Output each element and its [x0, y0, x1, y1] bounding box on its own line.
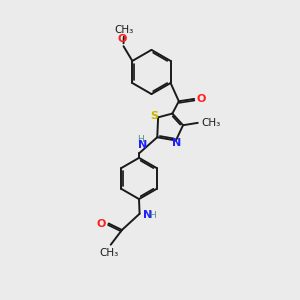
Text: N: N — [142, 210, 152, 220]
Text: N: N — [138, 140, 148, 150]
Text: O: O — [118, 34, 127, 44]
Text: O: O — [97, 218, 106, 229]
Text: CH₃: CH₃ — [100, 248, 119, 258]
Text: O: O — [196, 94, 206, 104]
Text: S: S — [151, 111, 159, 121]
Text: N: N — [172, 139, 182, 148]
Text: CH₃: CH₃ — [114, 25, 133, 35]
Text: H: H — [150, 211, 156, 220]
Text: CH₃: CH₃ — [201, 118, 220, 128]
Text: H: H — [137, 135, 144, 144]
